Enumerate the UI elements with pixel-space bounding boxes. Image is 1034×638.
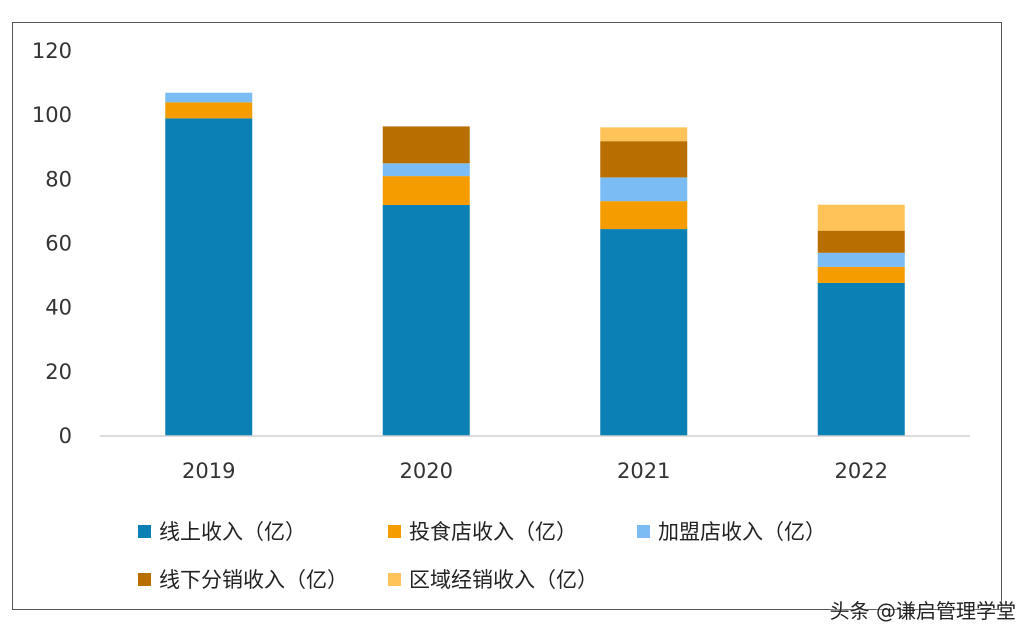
bar-segment [600, 201, 688, 230]
chart-frame [12, 22, 1002, 610]
bar-segment [600, 127, 688, 142]
legend-item: 投食店收入（亿） [388, 516, 577, 546]
y-tick-label: 80 [45, 167, 72, 191]
bar-segment [817, 282, 905, 436]
legend-item: 区域经销收入（亿） [388, 564, 598, 594]
y-tick-label: 100 [32, 103, 72, 127]
legend-label: 线下分销收入（亿） [159, 568, 348, 592]
y-tick-label: 40 [45, 296, 72, 320]
bar-segment [165, 102, 253, 119]
legend-item: 线上收入（亿） [138, 516, 306, 546]
x-tick-label: 2022 [835, 459, 888, 483]
legend-item: 加盟店收入（亿） [637, 516, 826, 546]
legend-label: 投食店收入（亿） [409, 520, 577, 544]
y-tick-label: 20 [45, 360, 72, 384]
y-tick-label: 120 [32, 39, 72, 63]
y-tick-label: 0 [59, 424, 72, 448]
legend-swatch [138, 524, 151, 538]
legend-swatch [637, 524, 650, 538]
y-tick-label: 60 [45, 232, 72, 256]
bar-segment [817, 230, 905, 253]
bar-segment [382, 163, 470, 177]
bar-segment [382, 126, 470, 164]
bar-segment [165, 92, 253, 103]
legend-label: 区域经销收入（亿） [409, 568, 598, 592]
bar-segment [600, 141, 688, 178]
legend-item: 线下分销收入（亿） [138, 564, 348, 594]
legend-swatch [388, 524, 401, 538]
bar-segment [165, 118, 253, 436]
credit-watermark: 头条 @谦启管理学堂 [829, 599, 1016, 623]
bar-segment [600, 229, 688, 436]
legend-swatch [138, 572, 151, 586]
bar-segment [382, 205, 470, 436]
x-tick-label: 2019 [182, 459, 235, 483]
legend-label: 加盟店收入（亿） [658, 520, 826, 544]
legend-swatch [388, 572, 401, 586]
bar-segment [817, 266, 905, 283]
bar-segment [600, 177, 688, 202]
x-tick-label: 2021 [617, 459, 670, 483]
x-tick-label: 2020 [400, 459, 453, 483]
legend-label: 线上收入（亿） [159, 520, 306, 544]
bar-segment [817, 204, 905, 231]
bar-segment [382, 176, 470, 205]
bar-segment [817, 252, 905, 267]
